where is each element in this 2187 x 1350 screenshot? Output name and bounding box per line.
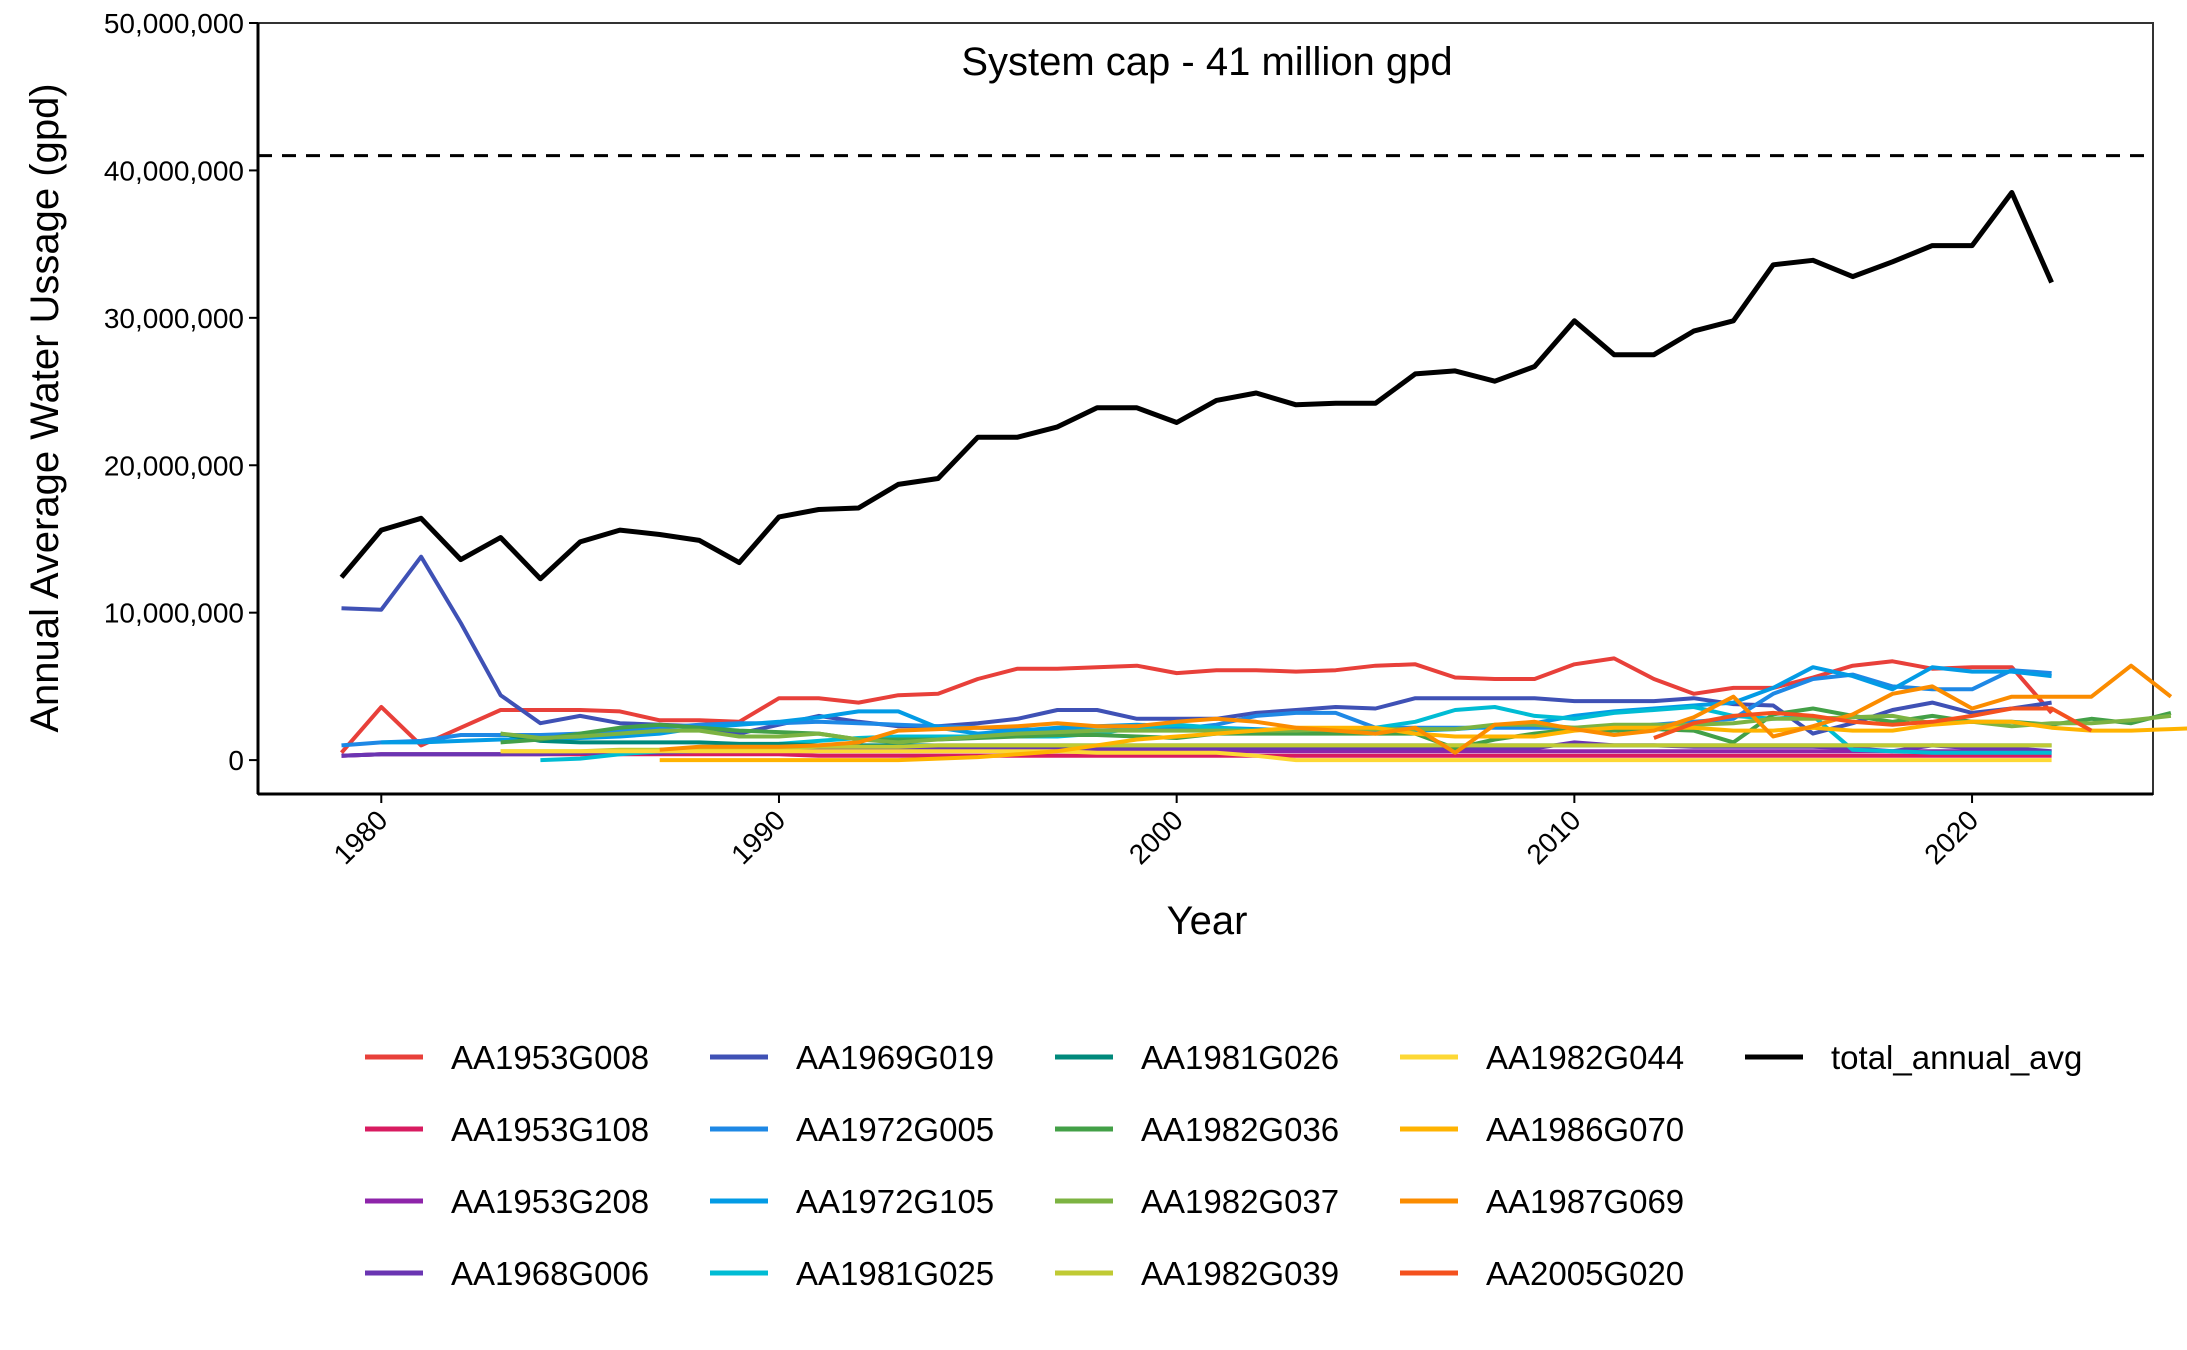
legend-label: AA1972G005	[796, 1111, 994, 1148]
legend-label: AA1968G006	[451, 1255, 649, 1292]
legend-entry: AA1981G026	[1055, 1039, 1339, 1076]
legend-label: AA1953G008	[451, 1039, 649, 1076]
series-line-aa2005g020	[1653, 706, 2093, 740]
legend-label: total_annual_avg	[1831, 1039, 2082, 1076]
x-tick-label: 2020	[1918, 804, 1984, 870]
x-tick-label: 1990	[725, 804, 791, 870]
legend-entry: AA1982G036	[1055, 1111, 1339, 1148]
x-axis: 1980 1990 2000 2010 2020	[258, 792, 2153, 870]
legend-entry: AA1953G208	[365, 1183, 649, 1220]
series-line-aa1982g036	[500, 706, 2172, 751]
legend-label: AA1982G044	[1486, 1039, 1684, 1076]
x-tick-label: 2010	[1521, 804, 1587, 870]
series-layer	[339, 190, 2187, 763]
legend-label: AA2005G020	[1486, 1255, 1684, 1292]
y-tick-label: 10,000,000	[104, 598, 244, 629]
legend-entry: AA1982G044	[1400, 1039, 1684, 1076]
legend-label: AA1981G025	[796, 1255, 994, 1292]
legend-entry: total_annual_avg	[1745, 1039, 2082, 1076]
y-tick-label: 40,000,000	[104, 155, 244, 186]
legend: AA1953G008 AA1953G108 AA1953G208 AA1968G006…	[365, 1039, 2082, 1292]
y-axis-title: Annual Average Water Ussage (gpd)	[23, 83, 67, 732]
system-cap-annotation: System cap - 41 million gpd	[961, 40, 1452, 84]
legend-entry: AA1982G039	[1055, 1255, 1339, 1292]
legend-label: AA1982G037	[1141, 1183, 1339, 1220]
legend-label: AA1972G105	[796, 1183, 994, 1220]
y-axis: 0 10,000,000 20,000,000 30,000,000 40,000,00…	[104, 8, 260, 794]
legend-entry: AA1972G105	[710, 1183, 994, 1220]
plot-panel: System cap - 41 million gpd	[257, 22, 2187, 795]
x-axis-title: Year	[1167, 899, 1248, 943]
legend-entry: AA1981G025	[710, 1255, 994, 1292]
y-tick-label: 50,000,000	[104, 8, 244, 39]
series-line-aa1982g044	[500, 749, 2052, 763]
y-tick-label: 20,000,000	[104, 450, 244, 481]
legend-label: AA1953G208	[451, 1183, 649, 1220]
legend-entry: AA2005G020	[1400, 1255, 1684, 1292]
legend-entry: AA1969G019	[710, 1039, 994, 1076]
legend-label: AA1986G070	[1486, 1111, 1684, 1148]
legend-entry: AA1953G008	[365, 1039, 649, 1076]
series-line-aa1969g019	[341, 554, 2052, 736]
legend-label: AA1969G019	[796, 1039, 994, 1076]
legend-label: AA1987G069	[1486, 1183, 1684, 1220]
legend-entry: AA1968G006	[365, 1255, 649, 1292]
legend-label: AA1982G039	[1141, 1255, 1339, 1292]
legend-entry: AA1982G037	[1055, 1183, 1339, 1220]
y-tick-label: 0	[228, 745, 244, 776]
legend-entry: AA1953G108	[365, 1111, 649, 1148]
series-line-aa1986g070	[659, 719, 2187, 763]
series-line-aa1987g069	[659, 663, 2173, 755]
series-line-aa1953g008	[339, 656, 2054, 755]
legend-entry: AA1972G005	[710, 1111, 994, 1148]
y-tick-label: 30,000,000	[104, 303, 244, 334]
legend-entry: AA1987G069	[1400, 1183, 1684, 1220]
series-line-total-annual-avg	[339, 190, 2054, 582]
legend-label: AA1982G036	[1141, 1111, 1339, 1148]
legend-label: AA1981G026	[1141, 1039, 1339, 1076]
legend-entry: AA1986G070	[1400, 1111, 1684, 1148]
x-tick-label: 1980	[328, 804, 394, 870]
legend-label: AA1953G108	[451, 1111, 649, 1148]
x-tick-label: 2000	[1123, 804, 1189, 870]
